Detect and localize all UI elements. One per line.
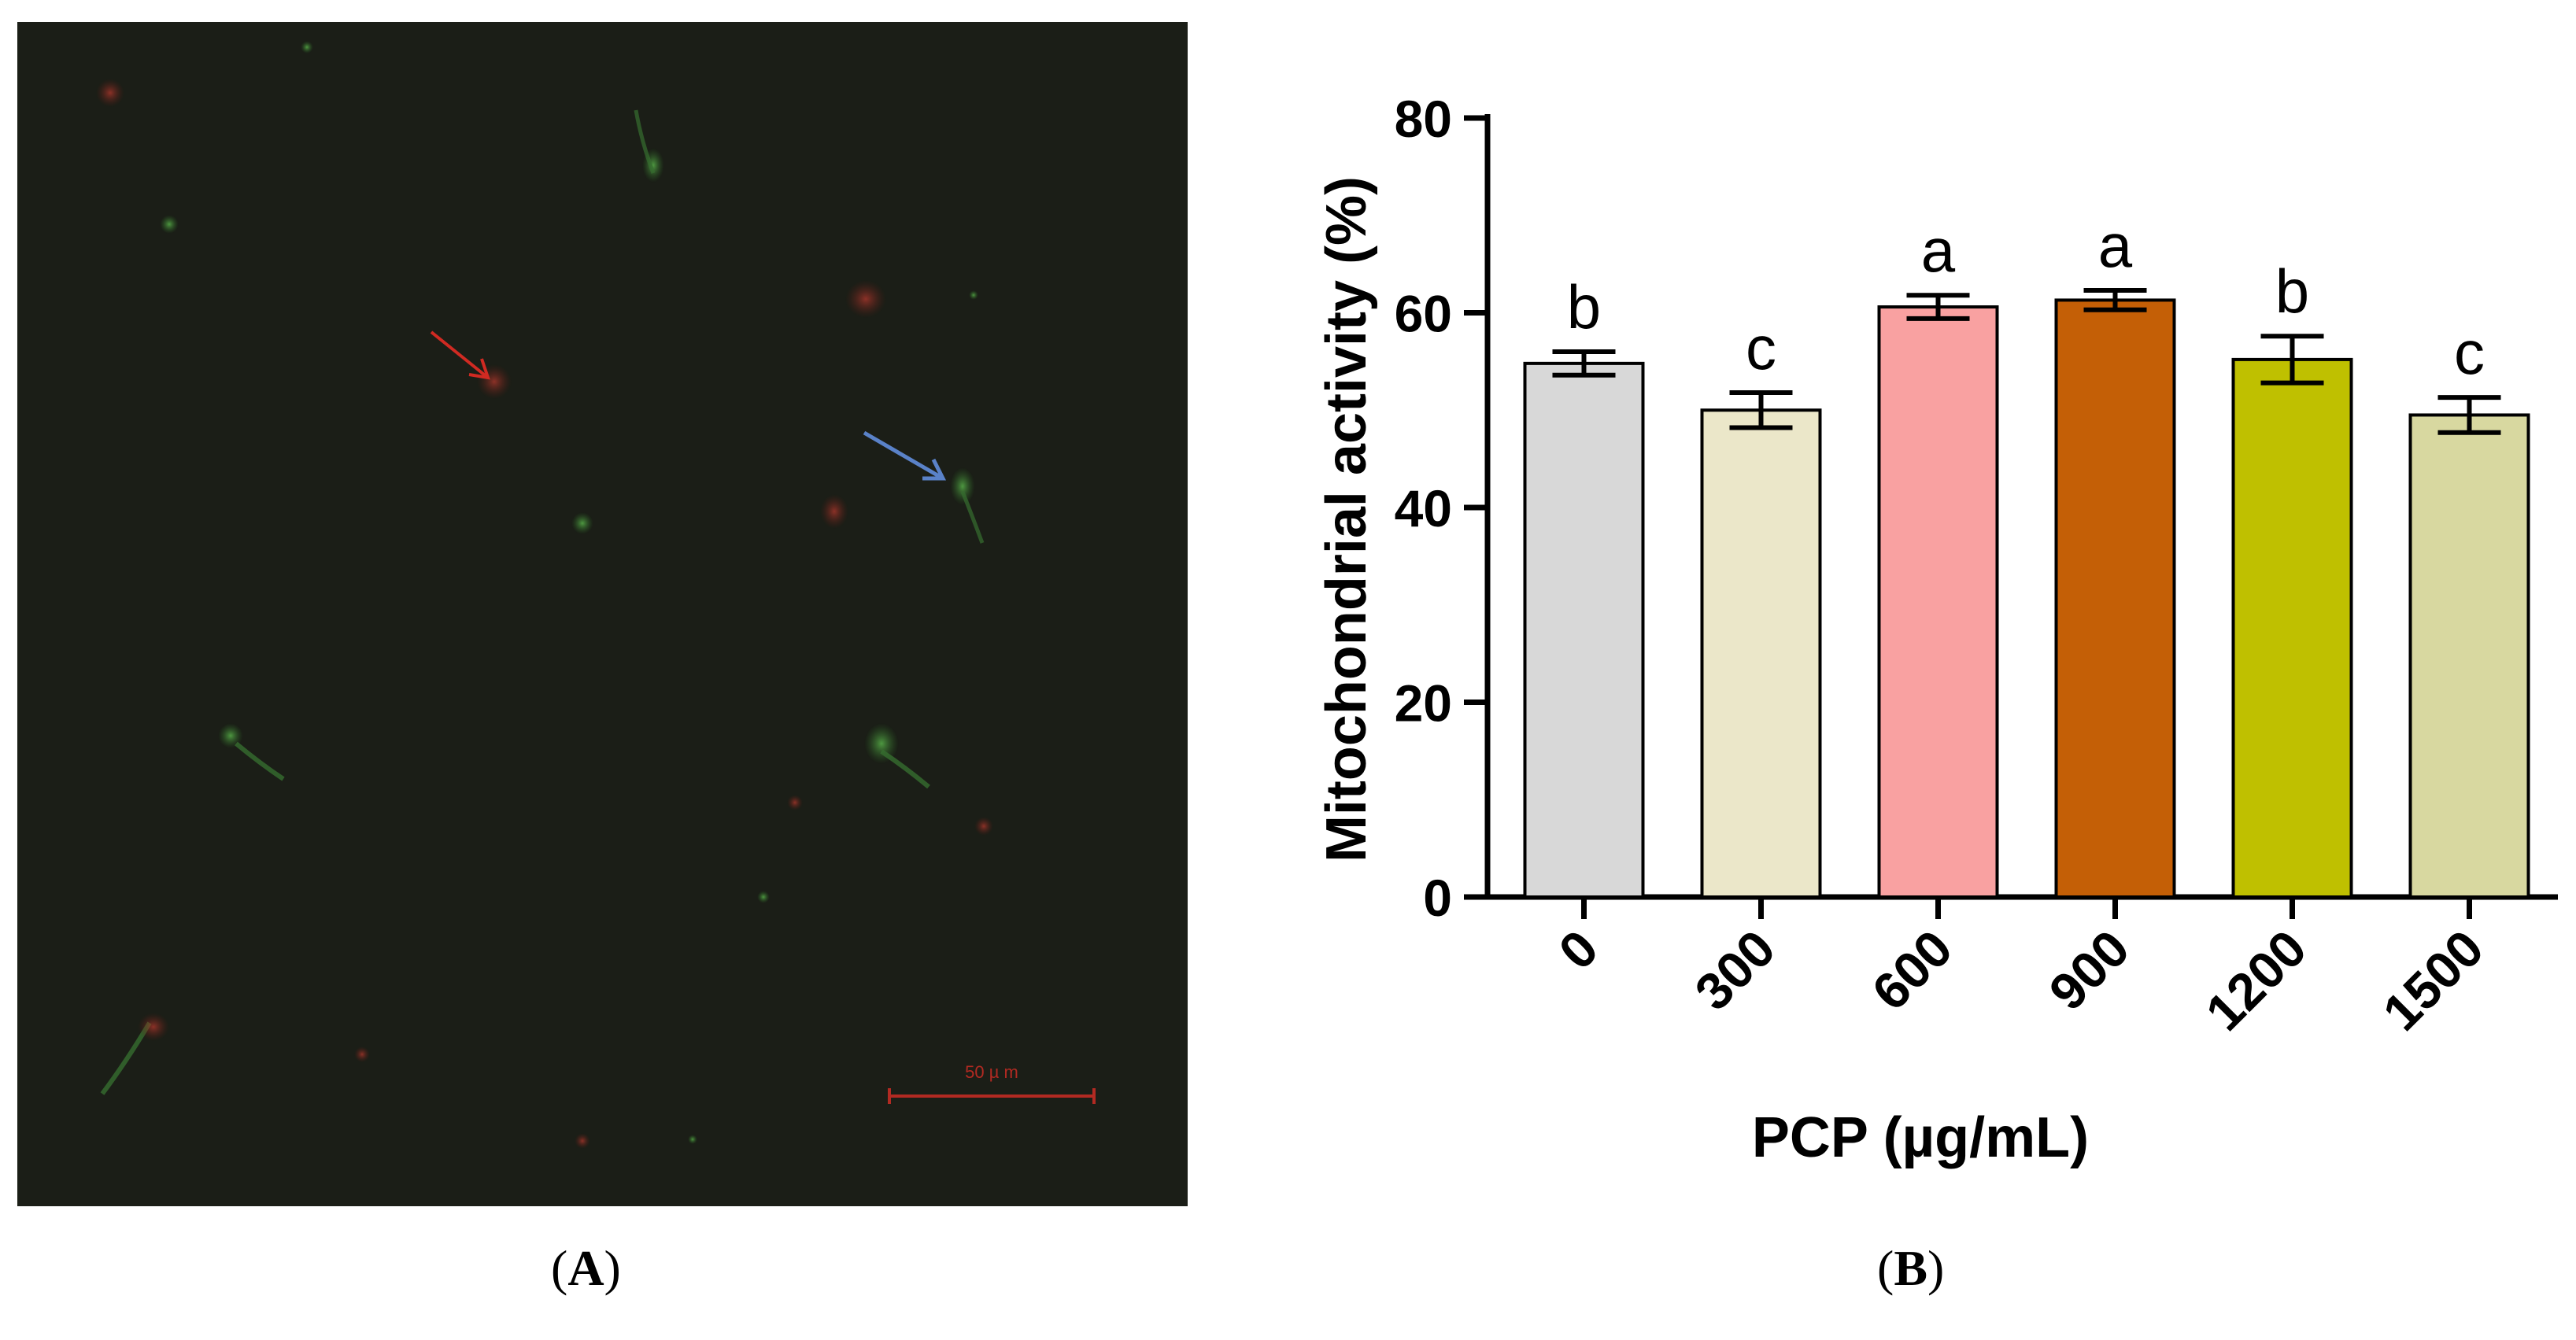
bar-1200 (2231, 357, 2353, 899)
chart-x-tick-labels: 0 300 600 900 1200 1500 (1547, 919, 2494, 1042)
bar-600 (1877, 305, 1999, 899)
bar-900 (2054, 298, 2176, 899)
red-arrow-icon (430, 330, 490, 380)
chart-bars (1523, 298, 2530, 899)
significance-letter: b (1567, 272, 1601, 341)
error-bar-300 (1729, 389, 1793, 430)
chart-y-tick-labels: 0 20 40 60 80 (1395, 90, 1452, 927)
y-tick-label: 60 (1395, 285, 1452, 343)
significance-letter: a (2098, 211, 2133, 280)
red-sperm-cells (96, 79, 993, 1149)
bar-1500 (2408, 413, 2530, 899)
x-tick-label: 0 (1547, 919, 1609, 980)
y-tick-label: 20 (1395, 674, 1452, 733)
significance-letter: b (2275, 257, 2309, 326)
x-tick-label: 900 (2038, 919, 2140, 1021)
y-axis-label: Mitochondrial activity (%) (1315, 176, 1378, 862)
x-tick-label: 1200 (2194, 919, 2317, 1042)
error-bar-600 (1906, 293, 1970, 321)
significance-letter: c (1746, 313, 1776, 382)
x-tick-label: 600 (1861, 919, 1963, 1021)
chart-axes (1464, 114, 2558, 919)
scale-bar-label: 50 µ m (965, 1062, 1018, 1082)
y-tick-label: 0 (1423, 869, 1452, 927)
blue-arrow-icon (863, 430, 947, 481)
x-axis-label: PCP (µg/mL) (1752, 1106, 2089, 1169)
panel-label-b: (B) (1877, 1240, 1945, 1296)
x-tick-label: 300 (1683, 919, 1786, 1021)
x-tick-label: 1500 (2371, 919, 2494, 1042)
micrograph-background (17, 22, 1188, 1206)
error-bar-1500 (2437, 395, 2501, 435)
error-bar-0 (1552, 349, 1616, 378)
significance-letter: c (2454, 318, 2485, 387)
panel-label-a: (A) (551, 1240, 621, 1296)
scale-bar (888, 1088, 1096, 1104)
error-bar-1200 (2260, 334, 2324, 386)
chart-error-bars (1552, 288, 2501, 435)
chart-significance-letters: b c a a b c (1567, 211, 2485, 387)
bar-300 (1700, 408, 1822, 899)
bar-0 (1523, 361, 1645, 899)
y-tick-label: 80 (1395, 90, 1452, 148)
y-tick-label: 40 (1395, 479, 1452, 537)
significance-letter: a (1921, 216, 1956, 285)
error-bar-900 (2083, 288, 2147, 312)
